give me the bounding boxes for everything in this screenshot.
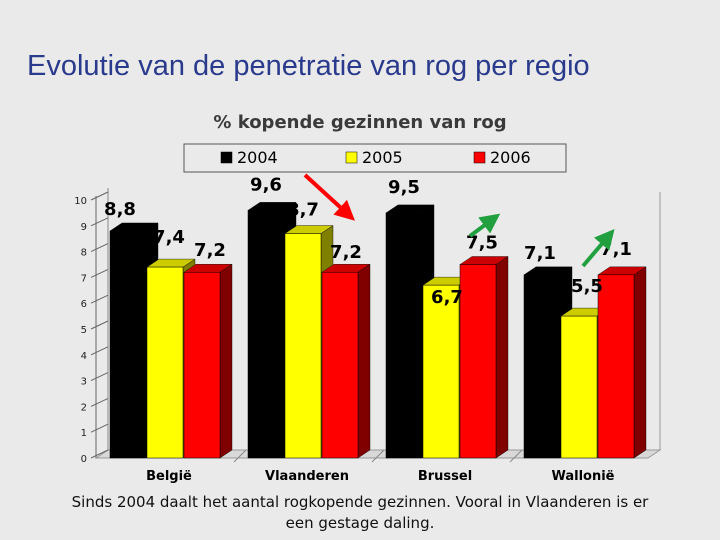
legend-item-2004: 2004 [220, 148, 278, 167]
data-label-belgie-2006: 7,2 [194, 240, 226, 261]
legend-label: 2005 [362, 148, 403, 167]
y-tick-mark [90, 346, 109, 356]
category-separator [233, 449, 247, 463]
y-tick-label: 2 [81, 402, 87, 413]
footer-line-2: een gestage daling. [285, 514, 435, 532]
data-label-vlaanderen-2006: 7,2 [330, 242, 362, 263]
legend-swatch [220, 151, 233, 164]
trend-arrow-brussel [468, 213, 501, 238]
category-label-wallonie: Wallonië [551, 469, 614, 484]
bar-brussel-2006 [459, 256, 509, 459]
slide-title: Evolutie van de penetratie van rog per r… [27, 50, 590, 82]
data-label-brussel-2004: 9,5 [388, 177, 420, 198]
footer-text: Sinds 2004 daalt het aantal rogkopende g… [0, 492, 720, 534]
y-tick-label: 10 [74, 196, 87, 207]
footer-line-1: Sinds 2004 daalt het aantal rogkopende g… [71, 493, 649, 511]
y-tick-label: 1 [81, 428, 87, 439]
y-tick-label: 0 [81, 454, 87, 465]
y-tick-label: 9 [81, 222, 87, 233]
legend-item-2006: 2006 [473, 148, 531, 167]
bar-wallonie-2006 [597, 266, 647, 459]
category-label-brussel: Brussel [418, 469, 472, 484]
trend-arrow-wallonie [581, 228, 615, 268]
data-label-belgie-2004: 8,8 [104, 199, 136, 220]
y-tick-mark [90, 449, 109, 459]
y-tick-mark [90, 320, 109, 330]
category-label-vlaanderen: Vlaanderen [265, 469, 349, 484]
trend-arrow-vlaanderen [303, 173, 355, 221]
y-tick-mark [90, 268, 109, 278]
category-separator [509, 449, 523, 463]
data-label-belgie-2005: 7,4 [153, 227, 185, 248]
y-tick-mark [90, 423, 109, 433]
y-tick-mark [90, 191, 109, 201]
category-separator [371, 449, 385, 463]
data-label-brussel-2005: 6,7 [431, 287, 463, 308]
y-tick-mark [90, 397, 109, 407]
y-tick-label: 5 [81, 325, 87, 336]
y-tick-label: 8 [81, 248, 87, 259]
y-tick-label: 6 [81, 299, 87, 310]
y-tick-mark [90, 243, 109, 253]
chart-title: % kopende gezinnen van rog [213, 112, 506, 133]
bar-chart: 0 1 2 3 4 5 6 7 8 9 10 8,8 7,4 7,2 België 9,68,7 7,2 Vla… [74, 112, 662, 484]
bar-vlaanderen-2006 [321, 263, 371, 459]
legend-box [183, 143, 567, 173]
y-tick-label: 4 [81, 351, 87, 362]
category-label-belgie: België [146, 469, 192, 484]
data-label-wallonie-2005: 5,5 [571, 276, 603, 297]
data-label-vlaanderen-2004: 9,6 [250, 174, 282, 195]
legend-label: 2004 [237, 148, 278, 167]
data-label-wallonie-2004: 7,1 [524, 243, 556, 264]
legend-label: 2006 [490, 148, 531, 167]
legend-swatch [345, 151, 358, 164]
data-label-brussel-2006: 7,5 [466, 233, 498, 254]
bar-belgie-2006 [183, 263, 233, 459]
y-tick-mark [90, 294, 109, 304]
data-label-vlaanderen-2005: 8,7 [287, 200, 319, 221]
legend-swatch [473, 151, 486, 164]
legend-item-2005: 2005 [345, 148, 403, 167]
y-tick-mark [90, 372, 109, 382]
y-tick-label: 3 [81, 377, 87, 388]
y-tick-label: 7 [81, 273, 87, 284]
y-tick-mark [90, 217, 109, 227]
